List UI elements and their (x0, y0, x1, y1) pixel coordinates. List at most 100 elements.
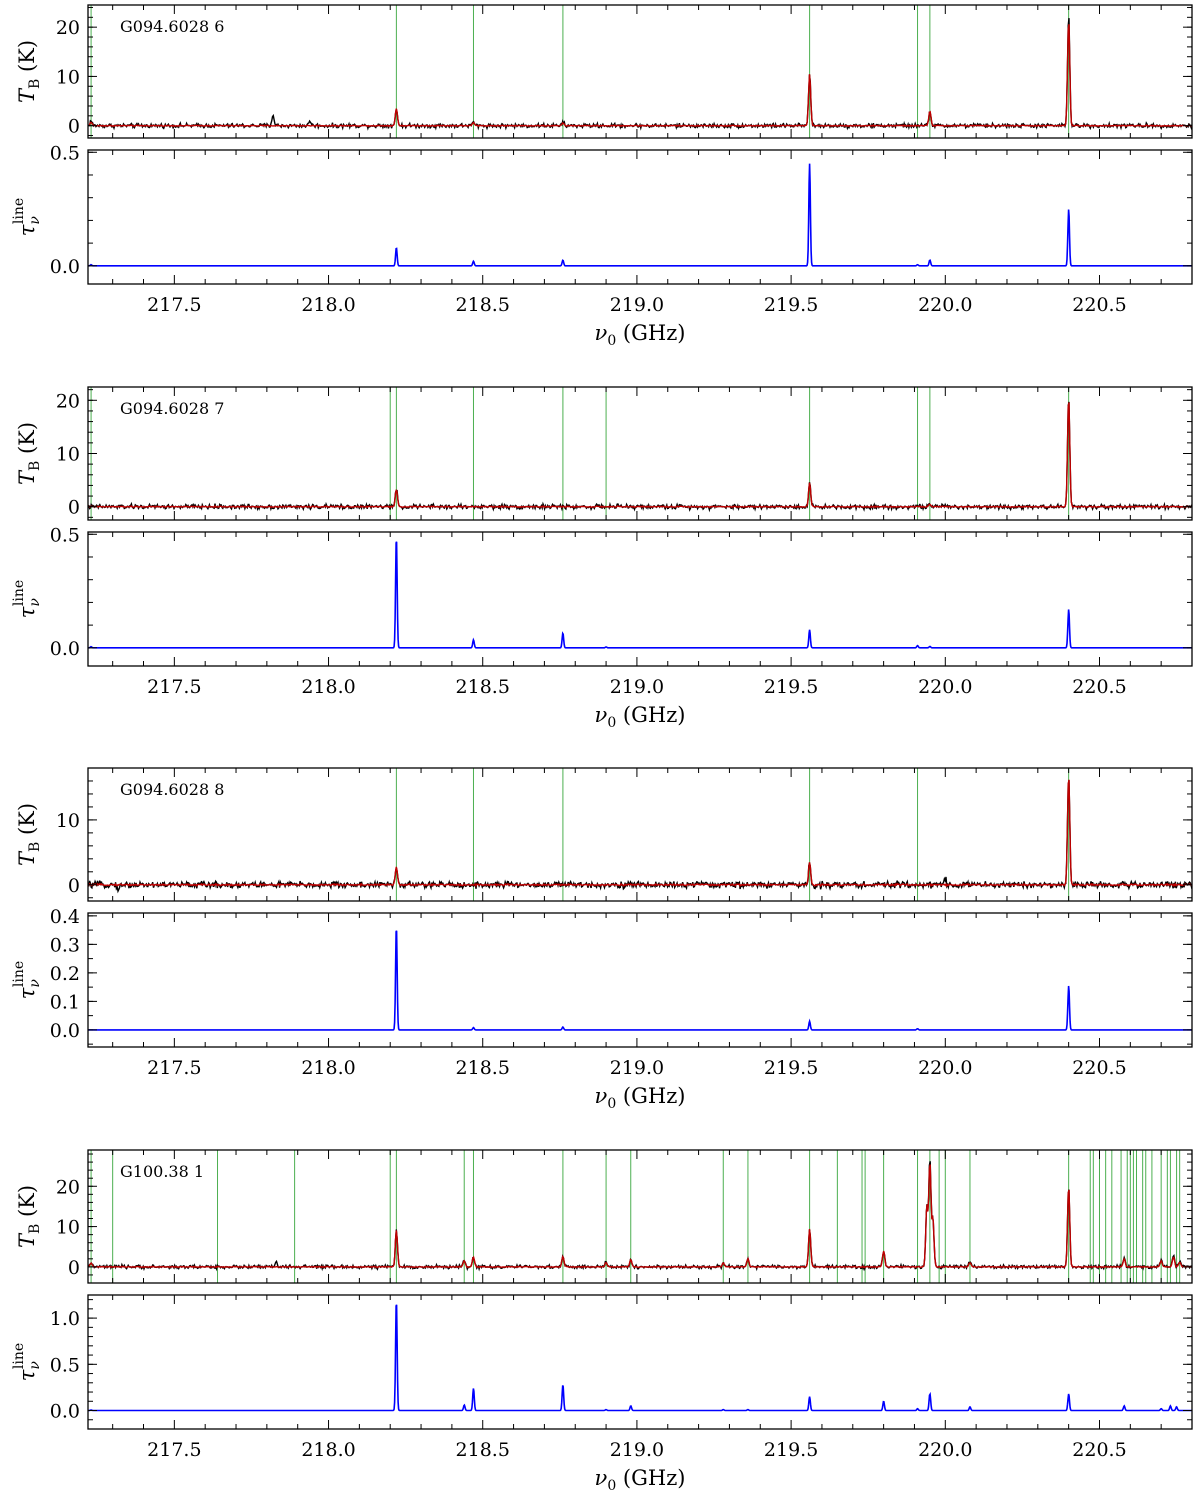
observed-spectrum (88, 1161, 1192, 1272)
y-axis-label-bottom: τνline (11, 961, 43, 999)
brightness-plot (88, 387, 1192, 520)
y-tick-label: 0 (68, 875, 80, 897)
y-tick-label: 20 (56, 390, 80, 412)
x-tick-label: 219.0 (610, 1439, 664, 1461)
top-axes-frame (87, 767, 1193, 902)
y-tick-label: 10 (56, 810, 80, 832)
y-tick-label: 10 (56, 444, 80, 466)
model-spectrum (88, 24, 1192, 128)
x-tick-label: 220.0 (918, 1057, 972, 1079)
x-axis-label: ν0 (GHz) (595, 321, 686, 349)
x-axis-label: ν0 (GHz) (595, 1466, 686, 1494)
x-tick-label: 218.0 (301, 294, 355, 316)
tau-spectrum (88, 541, 1192, 649)
y-axis-label-bottom: τνline (11, 1343, 43, 1381)
brightness-plot (88, 5, 1192, 138)
brightness-plot (88, 1150, 1192, 1283)
y-tick-label: 0 (68, 497, 80, 519)
x-tick-label: 218.5 (456, 1057, 510, 1079)
y-axis-label-bottom: τνline (11, 580, 43, 618)
x-axis-label: ν0 (GHz) (595, 1084, 686, 1112)
x-tick-label: 220.0 (918, 1439, 972, 1461)
y-tick-label: 10 (56, 66, 80, 88)
x-tick-label: 218.5 (456, 1439, 510, 1461)
x-tick-label: 218.0 (301, 1057, 355, 1079)
x-tick-label: 220.5 (1072, 676, 1126, 698)
observed-spectrum (88, 401, 1192, 513)
spectrum-panel-3: 0 10 G094.6028 8 TB (K) 217.5 218.0 218.5 219.0… (11, 767, 1193, 1112)
x-tick-label: 220.5 (1072, 294, 1126, 316)
opacity-plot (88, 163, 1192, 267)
y-axis-label-top: TB (K) (15, 803, 43, 866)
bottom-axes-frame (87, 912, 1193, 1048)
top-axes-frame (87, 1149, 1193, 1284)
brightness-plot (88, 768, 1192, 901)
y-tick-label: 0 (68, 116, 80, 138)
opacity-plot (88, 930, 1192, 1031)
y-tick-label: 20 (56, 17, 80, 39)
x-tick-label: 218.0 (301, 1439, 355, 1461)
x-tick-label: 220.5 (1072, 1439, 1126, 1461)
top-axes-frame (87, 386, 1193, 521)
y-axis-label-top: TB (K) (15, 422, 43, 485)
x-tick-label: 219.0 (610, 294, 664, 316)
bottom-axes-frame (87, 149, 1193, 285)
spectrum-panel-4: 0 10 20 G100.38 1 TB (K) 217.5 218.0 218.5 219.0… (11, 1149, 1193, 1494)
source-label: G100.38 1 (120, 1162, 204, 1181)
x-tick-label: 217.5 (147, 1439, 201, 1461)
y-axis-label-bottom: τνline (11, 198, 43, 236)
x-tick-label: 219.5 (764, 1439, 818, 1461)
y-tick-label: 0.4 (50, 906, 80, 928)
x-tick-label: 217.5 (147, 1057, 201, 1079)
x-tick-label: 220.0 (918, 676, 972, 698)
x-axis-label: ν0 (GHz) (595, 703, 686, 731)
tau-spectrum (88, 1304, 1192, 1412)
y-tick-label: 0.0 (50, 1020, 80, 1042)
observed-spectrum (88, 780, 1192, 894)
y-tick-label: 0.3 (50, 934, 80, 956)
source-label: G094.6028 6 (120, 17, 224, 36)
y-axis-label-top: TB (K) (15, 1185, 43, 1248)
model-spectrum (88, 402, 1192, 509)
y-tick-label: 20 (56, 1176, 80, 1198)
tau-spectrum (88, 163, 1192, 267)
y-tick-label: 0.2 (50, 963, 80, 985)
spectrum-panel-2: 0 10 20 G094.6028 7 TB (K) 217.5 218.0 218.5 219… (11, 386, 1193, 731)
opacity-plot (88, 541, 1192, 649)
x-tick-label: 218.5 (456, 676, 510, 698)
tau-spectrum (88, 930, 1192, 1031)
x-tick-label: 219.0 (610, 676, 664, 698)
x-tick-label: 220.5 (1072, 1057, 1126, 1079)
x-tick-label: 218.5 (456, 294, 510, 316)
y-tick-label: 0.5 (50, 142, 80, 164)
y-tick-label: 0.1 (50, 991, 80, 1013)
bottom-axes-frame (87, 1294, 1193, 1430)
bottom-axes-frame (87, 531, 1193, 667)
observed-spectrum (88, 18, 1192, 131)
y-tick-label: 0.0 (50, 256, 80, 278)
x-tick-label: 219.5 (764, 676, 818, 698)
spectrum-panel-1: 0 10 20 G094.6028 6 TB (K) 217.5 218.0 218.5 219… (11, 4, 1193, 349)
x-tick-label: 217.5 (147, 676, 201, 698)
top-axes-frame (87, 4, 1193, 139)
x-tick-label: 219.0 (610, 1057, 664, 1079)
y-tick-label: 0.0 (50, 1401, 80, 1423)
x-tick-label: 220.0 (918, 294, 972, 316)
y-tick-label: 10 (56, 1217, 80, 1239)
x-tick-label: 217.5 (147, 294, 201, 316)
source-label: G094.6028 7 (120, 399, 224, 418)
y-tick-label: 0 (68, 1257, 80, 1279)
y-tick-label: 1.0 (50, 1308, 80, 1330)
y-tick-label: 0.5 (50, 524, 80, 546)
x-tick-label: 218.0 (301, 676, 355, 698)
opacity-plot (88, 1304, 1192, 1412)
model-spectrum (88, 779, 1192, 888)
source-label: G094.6028 8 (120, 780, 224, 799)
y-tick-label: 0.0 (50, 638, 80, 660)
y-tick-label: 0.5 (50, 1354, 80, 1376)
model-spectrum (88, 1164, 1192, 1269)
y-axis-label-top: TB (K) (15, 40, 43, 103)
x-tick-label: 219.5 (764, 1057, 818, 1079)
x-tick-label: 219.5 (764, 294, 818, 316)
